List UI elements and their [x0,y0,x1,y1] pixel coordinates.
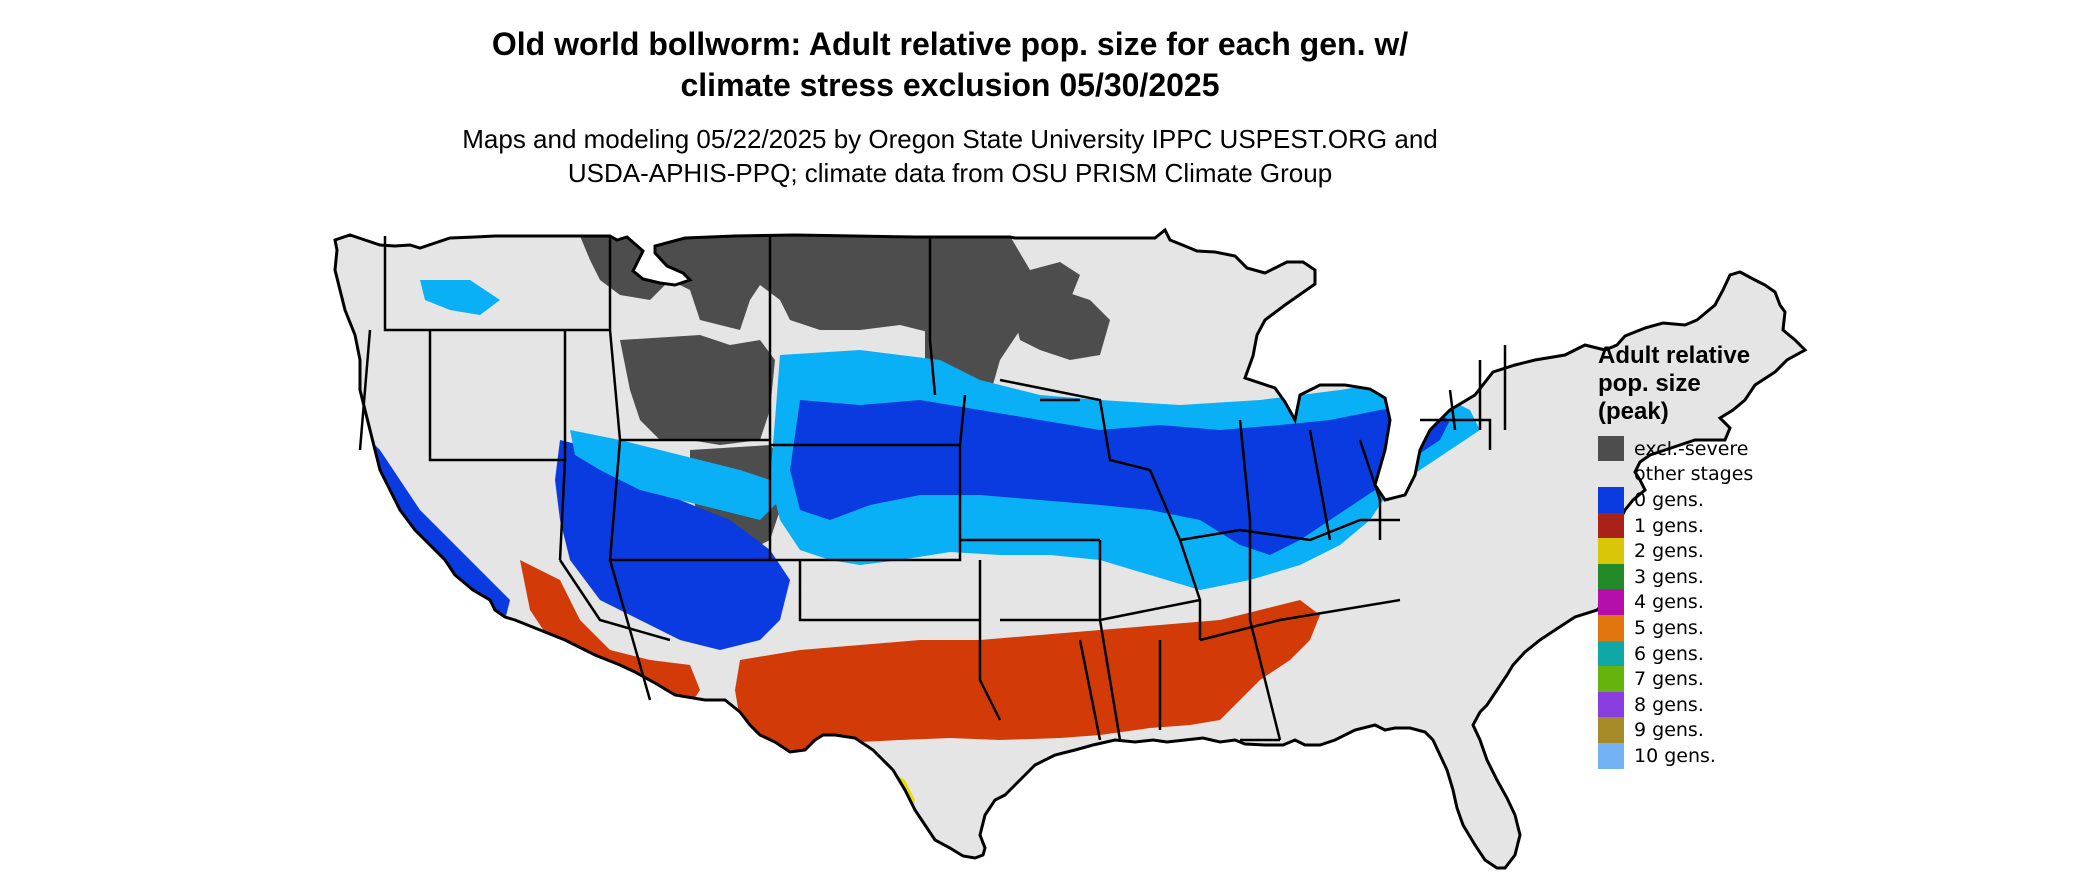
map-subtitle: Maps and modeling 05/22/2025 by Oregon S… [0,122,1900,190]
excluded-region-wyoming [620,335,775,445]
excluded-region-adirondacks [1370,340,1420,385]
legend-item: 0 gens. [1598,486,1753,513]
legend-item: other stages [1598,461,1754,488]
legend-title-line-1: Adult relative [1598,342,1751,369]
legend-item: 7 gens. [1598,666,1753,693]
excluded-region-upper-midwest [925,236,1080,395]
title-line-1: Old world bollworm: Adult relative pop. … [491,26,1409,62]
red-arizona [520,560,700,705]
legend-swatch [1598,614,1624,641]
legend-swatch [1598,563,1624,590]
title-line-2: climate stress exclusion 05/30/2025 [680,67,1220,103]
legend-item: 5 gens. [1598,614,1753,641]
legend-item: 2 gens. [1598,538,1753,565]
legend-label: 4 gens. [1634,591,1704,614]
excluded-region-northern-plains [580,236,1010,360]
subtitle-line-1: Maps and modeling 05/22/2025 by Oregon S… [462,124,1438,154]
legend-title: Adult relative pop. size (peak) [1598,342,1753,426]
map-title: Old world bollworm: Adult relative pop. … [0,24,1900,106]
legend-item: 9 gens. [1598,717,1753,744]
deep-blue-band [790,400,1450,555]
subtitle-line-2: USDA-APHIS-PPQ; climate data from OSU PR… [567,158,1333,188]
legend-title-line-3: (peak) [1598,398,1669,425]
excluded-region-wisconsin [1010,290,1110,360]
legend-swatch [1598,717,1624,744]
legend-label: 9 gens. [1634,719,1704,742]
legend-item: 4 gens. [1598,589,1753,616]
legend-swatch [1598,538,1624,565]
legend-label: 7 gens. [1634,668,1704,691]
legend-swatch [1598,461,1624,488]
legend-label: 1 gens. [1634,514,1704,537]
state-borders [333,228,1807,870]
southwest-blue [555,440,790,650]
legend-swatch [1598,691,1624,718]
legend-label: 2 gens. [1634,540,1704,563]
legend-swatch [1598,589,1624,616]
rockies-light-blue [570,430,780,520]
border-lines [358,236,1507,742]
north-idaho-blue [420,280,500,315]
legend-item: 8 gens. [1598,691,1753,718]
legend-label: 3 gens. [1634,565,1704,588]
legend-label: 0 gens. [1634,488,1704,511]
legend-label: other stages [1634,463,1754,486]
legend-item: excl.-severe [1598,435,1753,462]
legend-label: 6 gens. [1634,642,1704,665]
legend-item: 1 gens. [1598,512,1753,539]
legend-item: 6 gens. [1598,640,1753,667]
legend-item: 10 gens. [1598,742,1753,769]
map-legend: Adult relative pop. size (peak) excl.-se… [1598,342,1753,769]
legend-swatch [1598,640,1624,667]
red-southern-band [735,600,1320,760]
legend-item: 3 gens. [1598,563,1753,590]
legend-title-line-2: pop. size [1598,370,1701,397]
yellow-florida [1232,775,1282,865]
legend-label: 10 gens. [1634,744,1716,767]
legend-label: 5 gens. [1634,616,1704,639]
legend-swatch [1598,666,1624,693]
legend-swatch [1598,512,1624,539]
legend-label: 8 gens. [1634,693,1704,716]
legend-items: excl.-severe other stages 0 gens. 1 gens. 2 … [1598,435,1754,769]
legend-swatch [1598,435,1624,462]
legend-swatch [1598,742,1624,769]
legend-label: excl.-severe [1634,437,1749,460]
legend-swatch [1598,486,1624,513]
